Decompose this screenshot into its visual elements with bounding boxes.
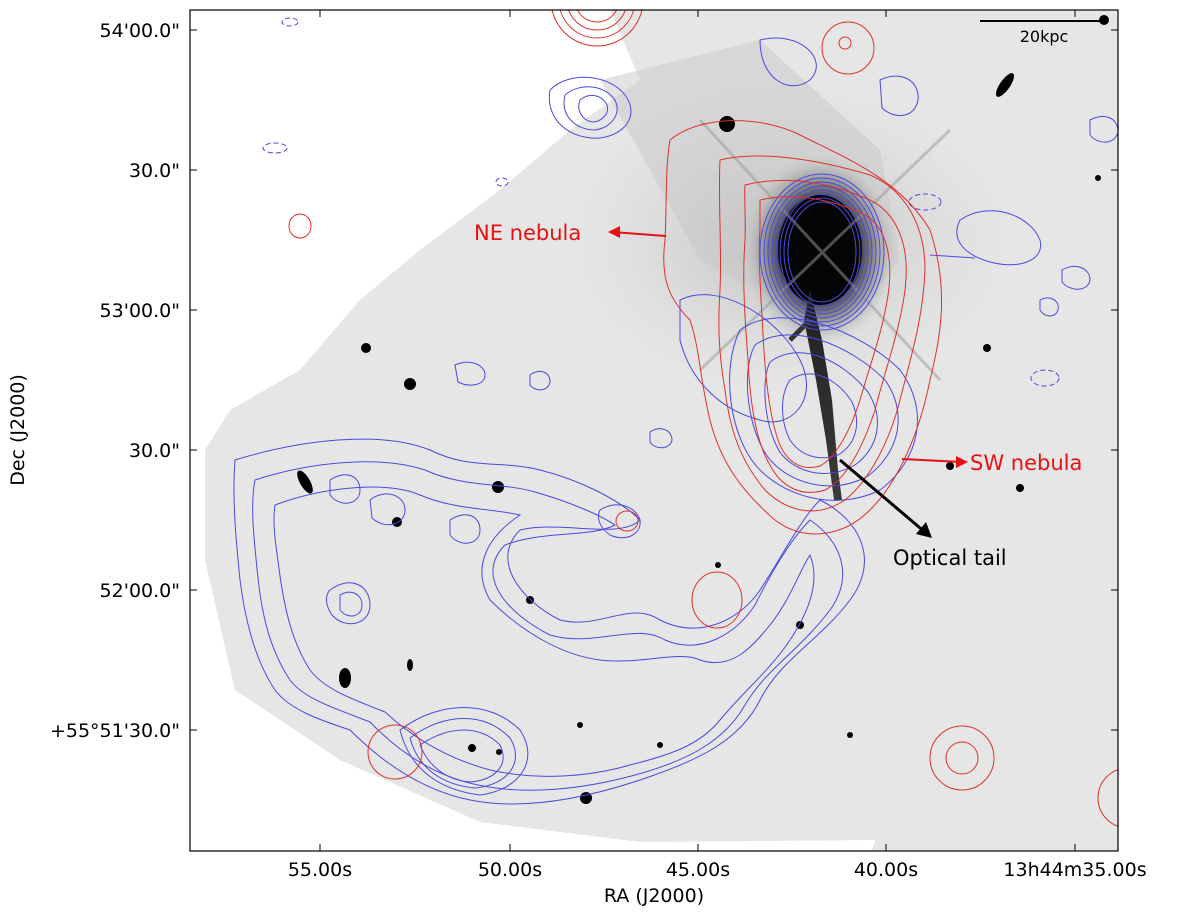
x-tick-label-2: 50.00s bbox=[478, 859, 542, 881]
x-tick-label-4: 40.00s bbox=[854, 859, 918, 881]
plot-area: 20kpc NE nebula SW nebula bbox=[190, 10, 1118, 851]
sw-nebula-label: SW nebula bbox=[970, 451, 1082, 475]
red-contours bbox=[288, 10, 1118, 827]
y-tick-label-2: 30.0" bbox=[129, 160, 180, 182]
blue-contours bbox=[233, 37, 1118, 805]
x-tick-label-1: 55.00s bbox=[288, 859, 352, 881]
ne-nebula-arrowhead bbox=[608, 226, 620, 238]
sw-nebula-arrowhead bbox=[956, 456, 968, 468]
y-axis-label: Dec (J2000) bbox=[7, 374, 29, 486]
optical-tail-arrow bbox=[839, 458, 927, 535]
scale-bar-label: 20kpc bbox=[1020, 27, 1069, 46]
optical-tail-arrowhead bbox=[916, 522, 932, 538]
ne-nebula-arrow bbox=[611, 231, 667, 237]
optical-tail bbox=[804, 290, 842, 500]
x-tick-label-5: 13h44m35.00s bbox=[1003, 859, 1146, 881]
galaxy-diffraction-spikes bbox=[698, 118, 952, 382]
x-axis-label: RA (J2000) bbox=[604, 885, 704, 907]
y-tick-label-3: 53'00.0" bbox=[100, 300, 180, 322]
sw-nebula-arrow bbox=[901, 458, 963, 463]
y-tick-label-6: +55°51'30.0" bbox=[50, 720, 180, 742]
plot-frame bbox=[189, 9, 1119, 852]
y-tick-label-1: 54'00.0" bbox=[100, 20, 180, 42]
dashed-blue-contours bbox=[262, 17, 1060, 387]
x-tick-label-3: 45.00s bbox=[666, 859, 730, 881]
y-axis-ticks bbox=[190, 29, 1118, 731]
y-tick-label-5: 52'00.0" bbox=[100, 580, 180, 602]
y-tick-label-4: 30.0" bbox=[129, 440, 180, 462]
background-sources bbox=[297, 15, 1109, 804]
x-axis-ticks bbox=[319, 10, 1076, 851]
optical-tail-label: Optical tail bbox=[893, 546, 1007, 570]
ne-nebula-label: NE nebula bbox=[474, 221, 581, 245]
